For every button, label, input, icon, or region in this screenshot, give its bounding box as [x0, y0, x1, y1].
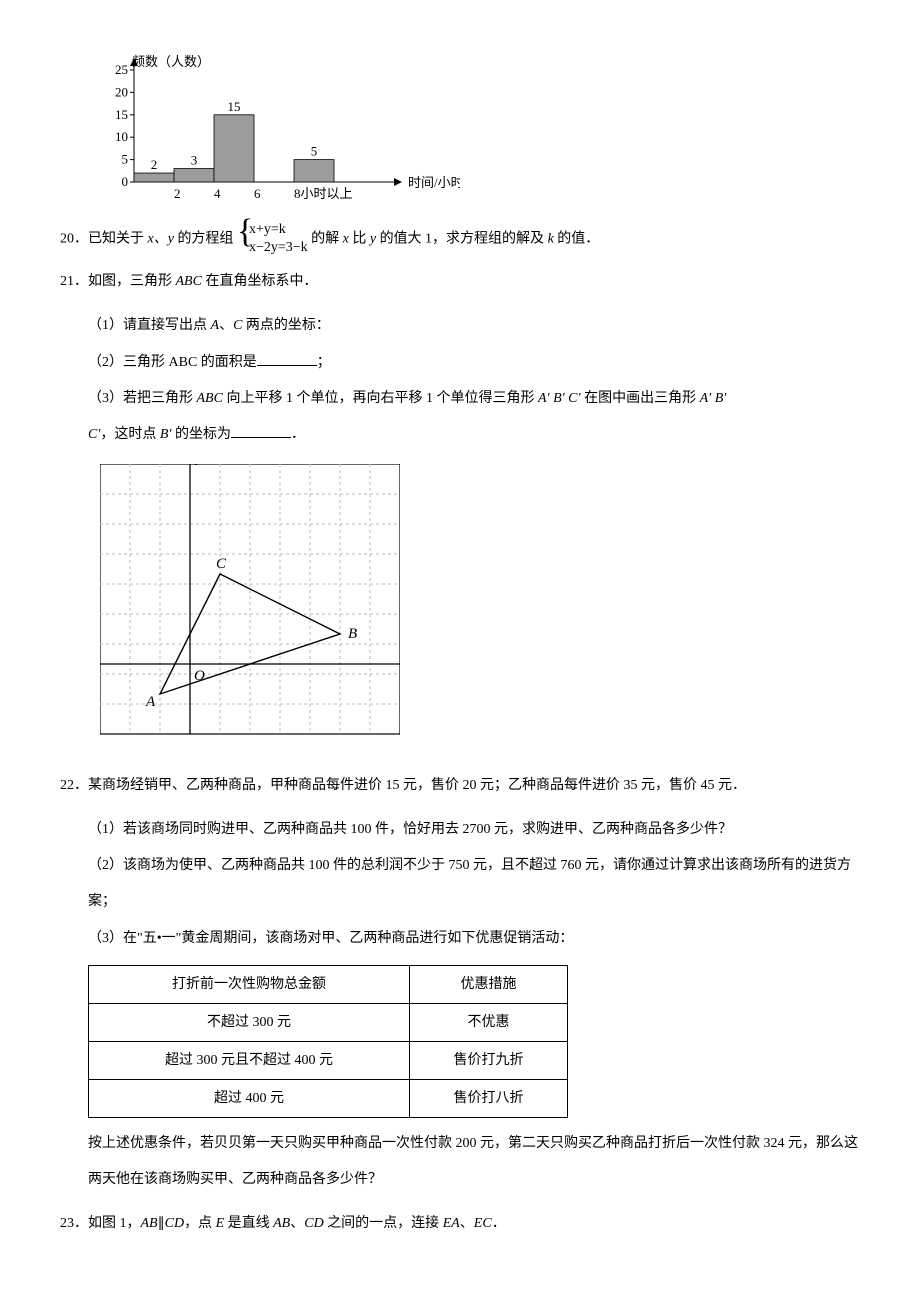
q20-vars: x、y [148, 231, 174, 246]
q22-sub1: （1）若该商场同时购进甲、乙两种商品共 100 件，恰好用去 2700 元，求购… [88, 812, 860, 848]
svg-text:25: 25 [115, 62, 128, 77]
question-20: 20．已知关于 x、y 的方程组 x+y=k x−2y=3−k 的解 x 比 y… [60, 221, 860, 257]
bar-chart-svg: 频数（人数） 0 5 10 15 20 25 2 3 15 5 2 4 6 8小时以上 时间/小时 [90, 54, 460, 204]
svg-text:15: 15 [115, 107, 128, 122]
svg-text:y: y [194, 464, 203, 466]
q21-sub3a: （3）若把三角形 ABC 向上平移 1 个单位，再向右平移 1 个单位得三角形 … [88, 381, 860, 417]
svg-text:频数（人数）: 频数（人数） [132, 54, 210, 69]
svg-text:15: 15 [228, 99, 241, 114]
table-cell: 不超过 300 元 [89, 1004, 410, 1042]
svg-text:2: 2 [174, 186, 181, 201]
eq1: x+y=k [249, 221, 308, 239]
discount-table: 打折前一次性购物总金额 优惠措施 不超过 300 元 不优惠 超过 300 元且… [88, 965, 568, 1118]
svg-text:0: 0 [122, 174, 129, 189]
table-header-1: 优惠措施 [409, 966, 567, 1004]
q21-sub2a: （2）三角形 ABC 的面积是 [88, 355, 257, 370]
svg-text:10: 10 [115, 129, 128, 144]
q22-sub3: （3）在"五•一"黄金周期间，该商场对甲、乙两种商品进行如下优惠促销活动： [88, 921, 860, 957]
table-cell: 超过 400 元 [89, 1080, 410, 1118]
blank-area [257, 351, 317, 366]
svg-text:5: 5 [311, 144, 318, 159]
equation-system: x+y=k x−2y=3−k [237, 221, 308, 257]
q21-sub2: （2）三角形 ABC 的面积是 ； [88, 345, 860, 381]
frequency-bar-chart: 频数（人数） 0 5 10 15 20 25 2 3 15 5 2 4 6 8小时以上 时间/小时 [90, 54, 860, 211]
table-header-0: 打折前一次性购物总金额 [89, 966, 410, 1004]
table-cell: 售价打八折 [409, 1080, 567, 1118]
q21-sub2b: ； [317, 355, 331, 370]
question-21: 21．如图，三角形 ABC 在直角坐标系中． [60, 267, 860, 298]
q22-after: 按上述优惠条件，若贝贝第一天只购买甲种商品一次性付款 200 元，第二天只购买乙… [88, 1126, 860, 1199]
q20-tail: 的值． [554, 231, 600, 246]
q20-mid3: 比 [349, 231, 370, 246]
svg-text:3: 3 [191, 153, 198, 168]
svg-text:5: 5 [122, 152, 129, 167]
question-22: 22．某商场经销甲、乙两种商品，甲种商品每件进价 15 元，售价 20 元；乙种… [60, 771, 860, 802]
svg-text:2: 2 [151, 157, 158, 172]
eq2: x−2y=3−k [249, 239, 308, 257]
q22-sub2: （2）该商场为使甲、乙两种商品共 100 件的总利润不少于 750 元，且不超过… [88, 848, 860, 921]
coord-svg: OxyABC [100, 464, 400, 744]
question-23: 23．如图 1，AB∥CD，点 E 是直线 AB、CD 之间的一点，连接 EA、… [60, 1209, 860, 1240]
table-cell: 不优惠 [409, 1004, 567, 1042]
table-cell: 超过 300 元且不超过 400 元 [89, 1042, 410, 1080]
table-row: 超过 300 元且不超过 400 元 售价打九折 [89, 1042, 568, 1080]
svg-text:20: 20 [115, 84, 128, 99]
table-cell: 售价打九折 [409, 1042, 567, 1080]
q20-mid2: 的解 [311, 231, 343, 246]
svg-text:4: 4 [214, 186, 221, 201]
q20-mid4: 的值大 1，求方程组的解及 [376, 231, 548, 246]
coordinate-figure: OxyABC [100, 464, 860, 751]
q21-text: 21．如图，三角形 ABC 在直角坐标系中． [60, 274, 317, 289]
q21-sub3b: C'，这时点 B′ 的坐标为． [88, 417, 860, 453]
blank-coord [231, 423, 291, 438]
svg-text:8小时以上: 8小时以上 [294, 186, 353, 201]
table-row: 不超过 300 元 不优惠 [89, 1004, 568, 1042]
q20-prefix: 20．已知关于 [60, 231, 148, 246]
q21-sub1: （1）请直接写出点 A、C 两点的坐标： [88, 308, 860, 344]
svg-text:时间/小时: 时间/小时 [408, 175, 460, 190]
table-row: 超过 400 元 售价打八折 [89, 1080, 568, 1118]
svg-text:A: A [145, 694, 156, 710]
svg-text:6: 6 [254, 186, 261, 201]
q20-mid1: 的方程组 [174, 231, 234, 246]
svg-text:B: B [348, 626, 357, 642]
table-row: 打折前一次性购物总金额 优惠措施 [89, 966, 568, 1004]
svg-text:C: C [216, 556, 227, 572]
